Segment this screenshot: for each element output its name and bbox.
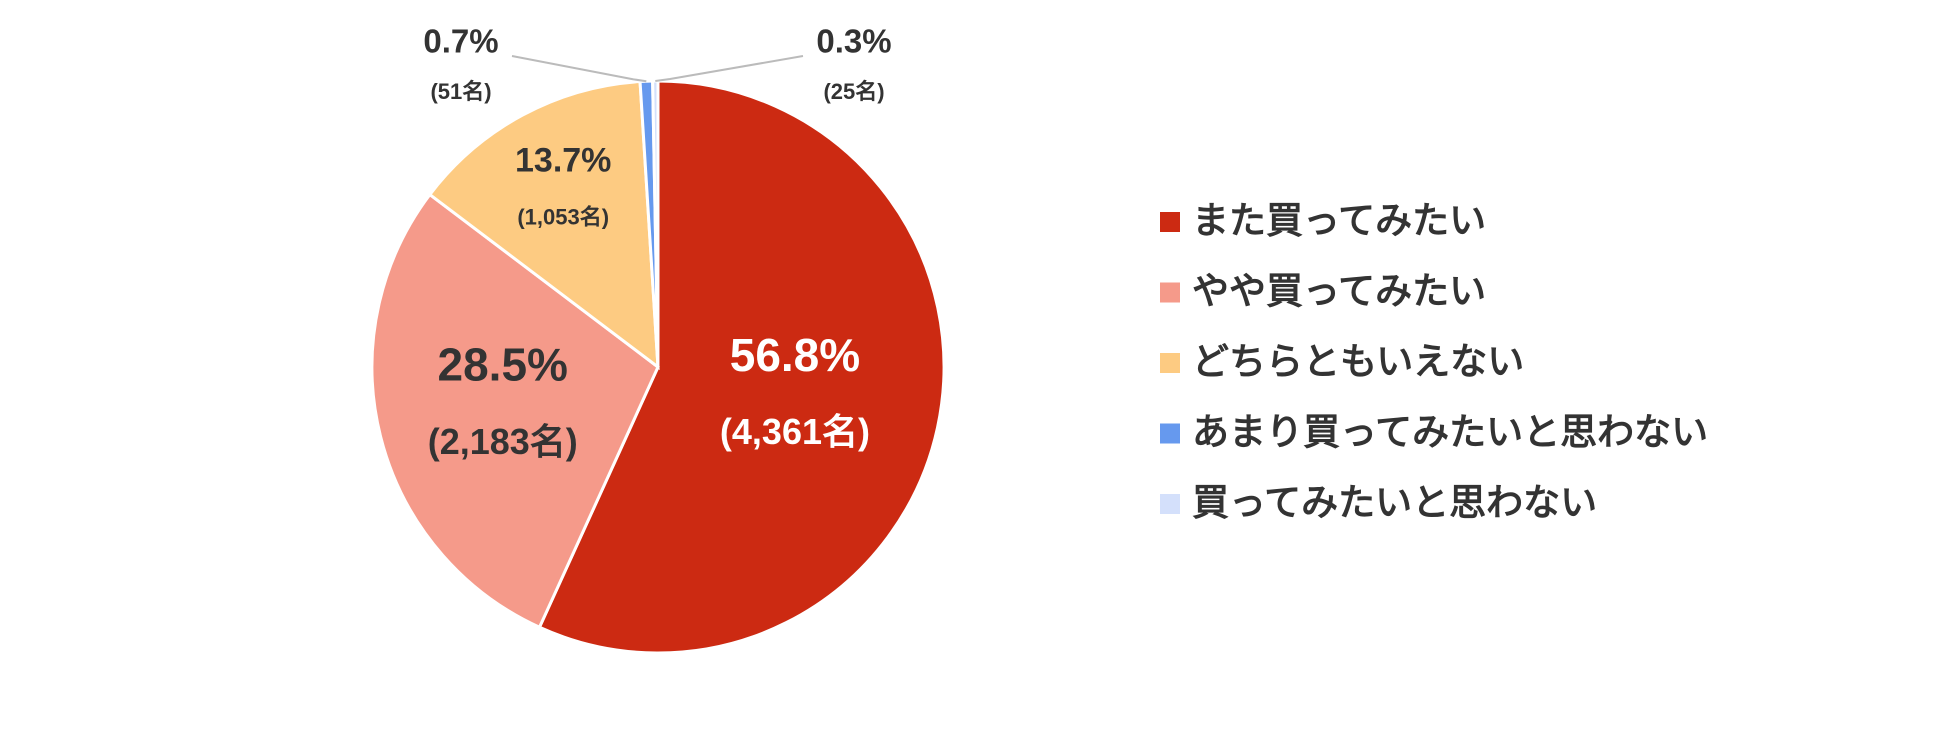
pie-slice — [427, 79, 660, 371]
legend-label: どちらともいえない — [1192, 341, 1524, 382]
legend-swatch — [1160, 494, 1180, 514]
value-label: 0.3% — [816, 23, 891, 60]
count-label: (2,183名) — [428, 421, 578, 462]
value-label: 28.5% — [438, 338, 568, 390]
legend-swatch — [1160, 212, 1180, 232]
value-label: 0.7% — [423, 23, 498, 60]
leader-line — [655, 55, 804, 83]
pie-slice — [537, 79, 946, 655]
legend-label: やや買ってみたい — [1192, 270, 1486, 311]
legend-label: また買ってみたい — [1192, 200, 1486, 241]
legend-label: あまり買ってみたいと思わない — [1192, 411, 1708, 452]
legend-swatch — [1160, 423, 1180, 444]
value-label: 56.8% — [730, 329, 860, 381]
count-label: (1,053名) — [517, 204, 609, 229]
legend-swatch — [1160, 353, 1180, 373]
legend-label: 買ってみたいと思わない — [1192, 482, 1597, 523]
count-label: (4,361名) — [720, 411, 870, 452]
count-label: (51名) — [430, 79, 491, 104]
pie-slice — [370, 192, 660, 630]
count-label: (25名) — [823, 79, 884, 104]
value-label: 13.7% — [515, 142, 611, 180]
leader-line — [511, 55, 647, 83]
legend-swatch — [1160, 282, 1180, 303]
